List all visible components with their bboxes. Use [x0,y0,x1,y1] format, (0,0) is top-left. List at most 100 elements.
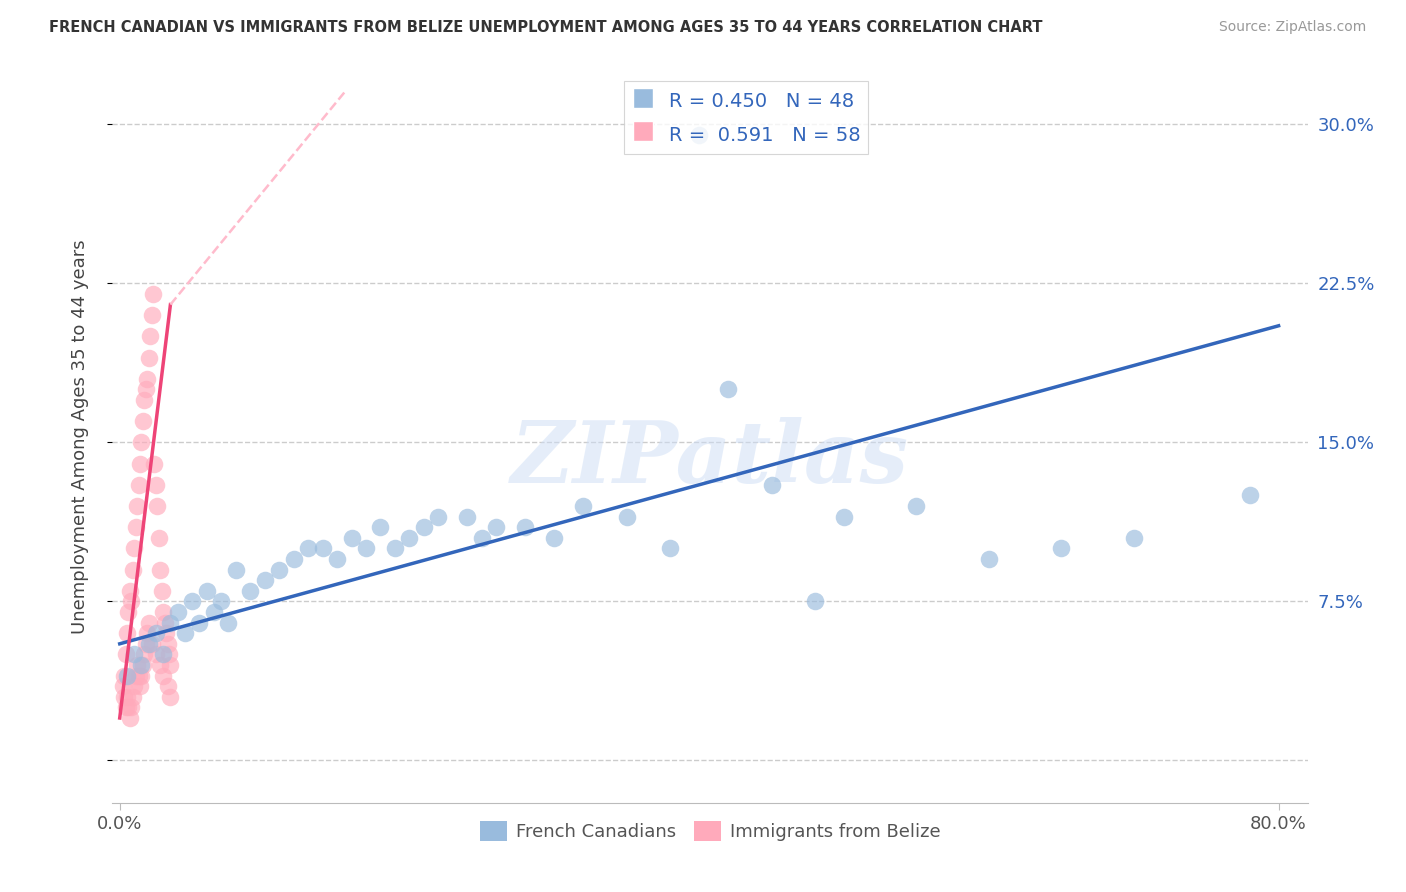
Point [118,711,141,725]
Point [166,605,188,619]
Point [159,690,181,704]
Point [1122,531,1144,545]
Point [141,308,163,322]
Point [124,668,146,682]
Point [326,552,349,566]
Point [121,690,143,704]
Point [181,594,204,608]
Point [111,679,134,693]
Point [153,615,176,630]
Point [398,531,420,545]
Point [157,648,180,662]
Point [131,658,153,673]
Point [456,509,478,524]
Point [616,509,638,524]
Point [115,626,138,640]
Point [127,499,149,513]
Point [188,615,211,630]
Point [122,541,145,556]
Point [340,531,363,545]
Point [145,626,167,640]
Point [149,658,172,673]
Point [128,477,150,491]
Point [239,583,262,598]
Point [384,541,406,556]
Point [427,509,450,524]
Point [132,414,155,428]
Point [120,700,142,714]
Point [115,690,138,704]
Point [152,668,174,682]
Point [128,668,150,682]
Text: FRENCH CANADIAN VS IMMIGRANTS FROM BELIZE UNEMPLOYMENT AMONG AGES 35 TO 44 YEARS: FRENCH CANADIAN VS IMMIGRANTS FROM BELIZ… [49,20,1043,35]
Point [156,637,179,651]
Point [543,531,565,545]
Point [117,700,139,714]
Point [149,563,172,577]
Point [905,499,928,513]
Point [139,329,162,343]
Point [114,700,136,714]
Point [129,457,152,471]
Point [1239,488,1261,502]
Point [132,658,155,673]
Point [127,658,149,673]
Point [832,509,855,524]
Point [129,679,152,693]
Point [485,520,508,534]
Point [120,594,142,608]
Point [174,626,197,640]
Point [131,668,153,682]
Point [267,563,290,577]
Point [152,648,174,662]
Point [115,668,138,682]
Point [370,520,392,534]
Point [253,573,276,587]
Point [136,626,159,640]
Point [118,583,141,598]
Point [134,648,156,662]
Point [138,615,160,630]
Point [413,520,436,534]
Point [112,668,135,682]
Point [112,690,135,704]
Point [143,457,166,471]
Point [124,520,146,534]
Point [195,583,218,598]
Point [1050,541,1073,556]
Point [131,435,153,450]
Point [354,541,377,556]
Point [122,648,145,662]
Point [134,392,156,407]
Point [217,615,239,630]
Point [225,563,247,577]
Point [135,637,157,651]
Point [202,605,225,619]
Text: Source: ZipAtlas.com: Source: ZipAtlas.com [1219,20,1367,34]
Point [142,287,165,301]
Point [155,626,177,640]
Point [145,477,167,491]
Point [138,637,160,651]
Point [311,541,333,556]
Point [688,128,710,142]
Point [977,552,1000,566]
Point [471,531,494,545]
Point [145,648,167,662]
Point [136,372,159,386]
Point [121,563,143,577]
Point [572,499,595,513]
Legend: French Canadians, Immigrants from Belize: French Canadians, Immigrants from Belize [472,814,948,848]
Point [122,679,145,693]
Y-axis label: Unemployment Among Ages 35 to 44 years: Unemployment Among Ages 35 to 44 years [70,240,89,634]
Text: ZIPatlas: ZIPatlas [510,417,910,500]
Point [515,520,537,534]
Point [135,383,157,397]
Point [159,615,181,630]
Point [146,499,169,513]
Point [138,351,160,365]
Point [114,648,136,662]
Point [148,531,170,545]
Point [150,583,173,598]
Point [804,594,827,608]
